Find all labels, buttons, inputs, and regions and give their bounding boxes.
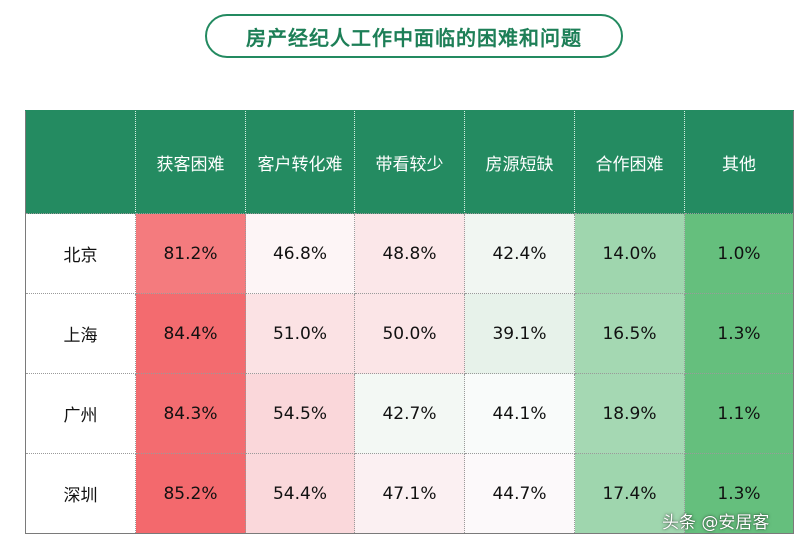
heatmap-cell: 1.3% xyxy=(684,453,794,534)
column-header: 带看较少 xyxy=(354,110,465,214)
heatmap-cell: 48.8% xyxy=(354,213,465,294)
table-row: 深圳 85.2% 54.4% 47.1% 44.7% 17.4% 1.3% xyxy=(25,453,794,534)
heatmap-cell: 1.3% xyxy=(684,293,794,374)
heatmap-table: 获客困难 客户转化难 带看较少 房源短缺 合作困难 其他 北京 81.2% 46.8… xyxy=(25,110,794,534)
heatmap-cell: 1.0% xyxy=(684,213,794,294)
heatmap-cell: 54.5% xyxy=(245,373,355,454)
heatmap-cell: 50.0% xyxy=(354,293,465,374)
heatmap-cell: 44.1% xyxy=(464,373,575,454)
table-row: 广州 84.3% 54.5% 42.7% 44.1% 18.9% 1.1% xyxy=(25,373,794,454)
heatmap-cell: 84.3% xyxy=(135,373,246,454)
heatmap-cell: 51.0% xyxy=(245,293,355,374)
heatmap-cell: 84.4% xyxy=(135,293,246,374)
column-header: 客户转化难 xyxy=(245,110,355,214)
chart-title: 房产经纪人工作中面临的困难和问题 xyxy=(205,14,623,58)
column-header: 其他 xyxy=(684,110,794,214)
heatmap-cell: 46.8% xyxy=(245,213,355,294)
heatmap-cell: 47.1% xyxy=(354,453,465,534)
heatmap-cell: 42.7% xyxy=(354,373,465,454)
column-header-corner xyxy=(25,110,136,214)
row-label: 北京 xyxy=(25,213,136,294)
table-row: 上海 84.4% 51.0% 50.0% 39.1% 16.5% 1.3% xyxy=(25,293,794,374)
table-row: 北京 81.2% 46.8% 48.8% 42.4% 14.0% 1.0% xyxy=(25,213,794,294)
row-label: 上海 xyxy=(25,293,136,374)
row-label: 广州 xyxy=(25,373,136,454)
heatmap-cell: 18.9% xyxy=(574,373,685,454)
column-header: 房源短缺 xyxy=(464,110,575,214)
heatmap-cell: 14.0% xyxy=(574,213,685,294)
header-row: 获客困难 客户转化难 带看较少 房源短缺 合作困难 其他 xyxy=(25,110,794,214)
heatmap-cell: 16.5% xyxy=(574,293,685,374)
column-header: 合作困难 xyxy=(574,110,685,214)
heatmap-cell: 1.1% xyxy=(684,373,794,454)
column-header: 获客困难 xyxy=(135,110,246,214)
heatmap-cell: 85.2% xyxy=(135,453,246,534)
heatmap-cell: 17.4% xyxy=(574,453,685,534)
heatmap-cell: 42.4% xyxy=(464,213,575,294)
heatmap-cell: 54.4% xyxy=(245,453,355,534)
row-label: 深圳 xyxy=(25,453,136,534)
heatmap-cell: 39.1% xyxy=(464,293,575,374)
heatmap-cell: 81.2% xyxy=(135,213,246,294)
watermark: 头条 @安居客 xyxy=(662,513,770,533)
heatmap-cell: 44.7% xyxy=(464,453,575,534)
